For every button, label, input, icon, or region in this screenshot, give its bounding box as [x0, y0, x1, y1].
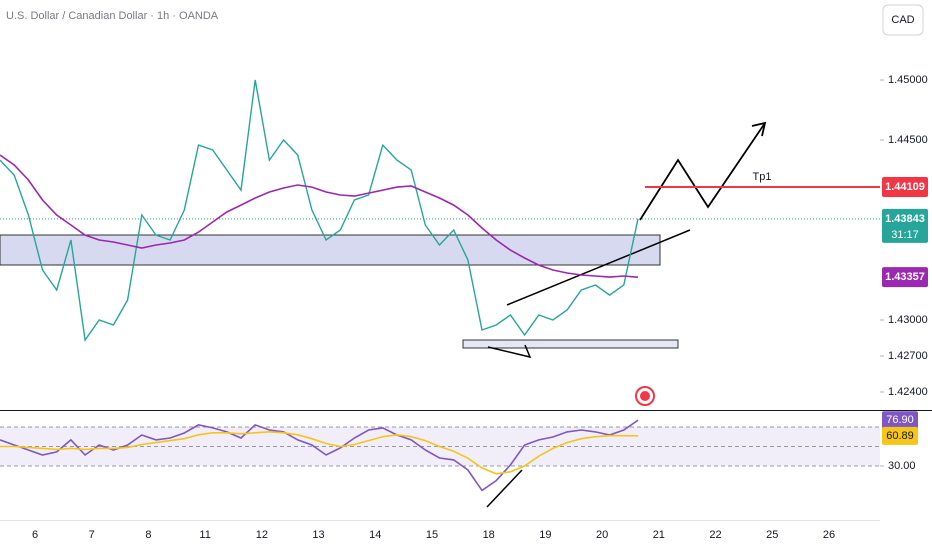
currency-button-label[interactable]: CAD — [891, 14, 914, 26]
x-tick-label: 7 — [89, 529, 95, 541]
x-tick-label: 25 — [766, 529, 778, 541]
y-tick-label: 1.42400 — [888, 386, 928, 398]
y-tick-label: 30.00 — [888, 460, 916, 472]
price-line — [0, 154, 639, 278]
price-tag — [882, 208, 928, 243]
x-tick-label: 13 — [312, 529, 324, 541]
rsi-trend-line — [486, 469, 523, 508]
value-tag — [882, 267, 928, 288]
event-icon-dot — [640, 391, 650, 401]
x-tick-label: 14 — [369, 529, 381, 541]
x-tick-label: 8 — [145, 529, 151, 541]
zone — [0, 234, 661, 266]
rsi-line — [0, 419, 639, 492]
arrow-head — [751, 121, 767, 137]
price-tag-label: 1.43843 — [885, 213, 925, 225]
chart-title: U.S. Dollar / Canadian Dollar · 1h · OAN… — [6, 10, 219, 22]
y-tick-label: 1.43000 — [888, 314, 928, 326]
rsi-line — [0, 430, 639, 475]
trend-line — [506, 229, 691, 306]
x-tick-label: 18 — [483, 529, 495, 541]
x-tick-label: 20 — [596, 529, 608, 541]
x-tick-label: 21 — [653, 529, 665, 541]
currency-button[interactable] — [882, 4, 924, 36]
target-label: Tp1 — [753, 171, 772, 183]
x-tick-label: 26 — [823, 529, 835, 541]
value-tag — [882, 426, 918, 445]
value-tag-label: 76.90 — [886, 414, 914, 426]
x-tick-label: 22 — [709, 529, 721, 541]
value-tag-label: 60.89 — [886, 430, 914, 442]
price-tag — [882, 176, 928, 197]
y-tick-label: 1.45000 — [888, 74, 928, 86]
price-tag-label: 1.44109 — [885, 181, 925, 193]
price-line — [0, 79, 639, 342]
projection-path — [639, 122, 766, 221]
x-tick-label: 12 — [256, 529, 268, 541]
zone — [462, 339, 679, 349]
y-tick-label: 1.42700 — [888, 350, 928, 362]
value-tag — [882, 411, 918, 430]
x-tick-label: 19 — [539, 529, 551, 541]
y-tick-label: 1.44500 — [888, 134, 928, 146]
value-tag-label: 1.43357 — [885, 271, 925, 283]
trend-line — [487, 344, 532, 359]
countdown-label: 31:17 — [891, 229, 919, 241]
x-tick-label: 6 — [32, 529, 38, 541]
x-tick-label: 15 — [426, 529, 438, 541]
x-tick-label: 11 — [199, 529, 210, 541]
